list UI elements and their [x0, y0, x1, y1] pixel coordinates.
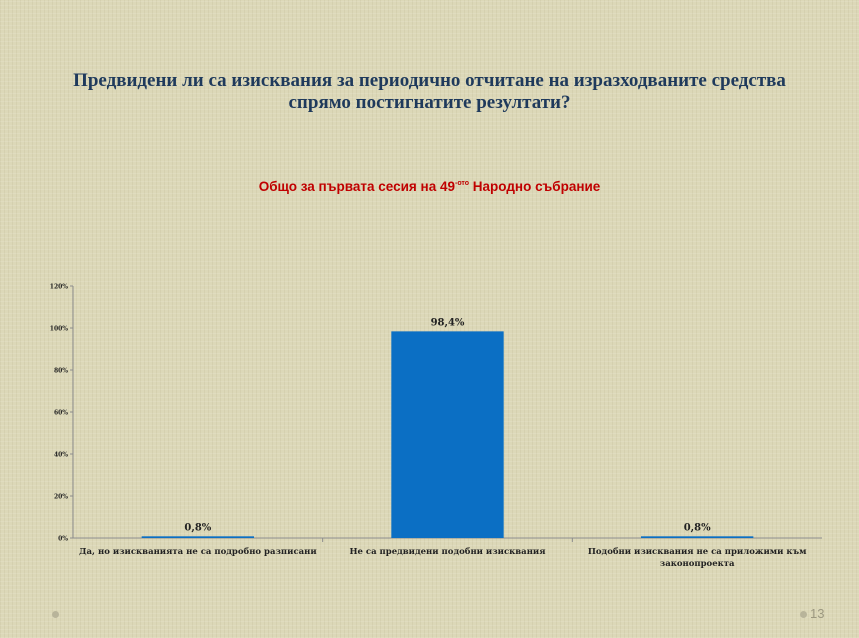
y-tick-label: 120%	[50, 284, 69, 291]
chart-subtitle-tail: Народно събрание	[469, 179, 601, 194]
y-tick-label: 60%	[54, 410, 68, 417]
page-number: 13	[810, 606, 825, 621]
data-label: 0,8%	[684, 522, 711, 533]
chart-subtitle: Общо за първата сесия на 49-ото Народно …	[0, 179, 859, 194]
bar	[640, 536, 754, 538]
bar	[391, 331, 504, 538]
slide-title-line-1: Предвидени ли са изисквания за периодичн…	[73, 70, 786, 91]
y-tick-label: 100%	[50, 326, 69, 333]
data-label: 98,4%	[431, 317, 465, 328]
data-label: 0,8%	[184, 522, 211, 533]
y-tick-label: 80%	[54, 368, 68, 375]
footer-dot-left	[52, 611, 59, 618]
x-tick-label: законопроекта	[660, 559, 735, 569]
bar	[141, 536, 255, 538]
x-tick-label: Не са предвидени подобни изисквания	[350, 546, 546, 557]
x-tick-label: Подобни изисквания не са приложими към	[588, 546, 807, 557]
y-tick-label: 20%	[54, 494, 68, 501]
slide-title: Предвидени ли са изисквания за периодичн…	[0, 70, 859, 114]
footer-dot-right	[800, 611, 807, 618]
slide-title-line-2: спрямо постигнатите резултати?	[288, 92, 571, 113]
chart-subtitle-superscript: -ото	[454, 180, 470, 187]
x-tick-label: Да, но изискванията не са подробно разпи…	[79, 546, 317, 557]
y-tick-label: 0%	[58, 536, 68, 543]
y-tick-label: 40%	[54, 452, 68, 459]
chart-subtitle-main: Общо за първата сесия на 49	[258, 179, 455, 194]
